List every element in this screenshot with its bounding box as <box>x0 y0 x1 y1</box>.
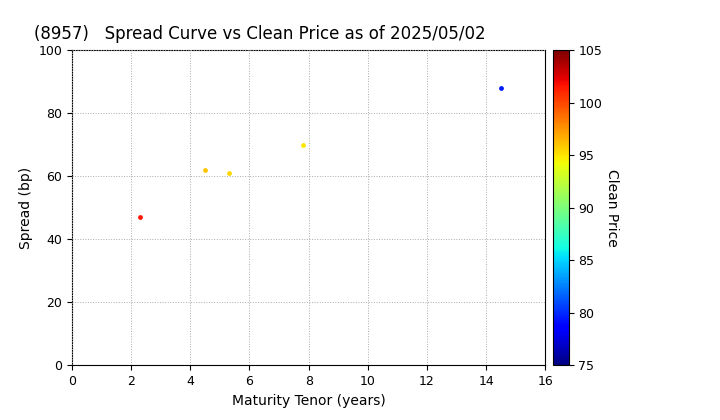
X-axis label: Maturity Tenor (years): Maturity Tenor (years) <box>232 394 385 408</box>
Point <box>297 142 308 148</box>
Point <box>495 85 507 92</box>
Y-axis label: Spread (bp): Spread (bp) <box>19 167 33 249</box>
Point <box>134 214 145 221</box>
Text: (8957)   Spread Curve vs Clean Price as of 2025/05/02: (8957) Spread Curve vs Clean Price as of… <box>34 25 486 43</box>
Y-axis label: Clean Price: Clean Price <box>605 169 618 247</box>
Point <box>223 170 235 176</box>
Point <box>199 167 211 173</box>
